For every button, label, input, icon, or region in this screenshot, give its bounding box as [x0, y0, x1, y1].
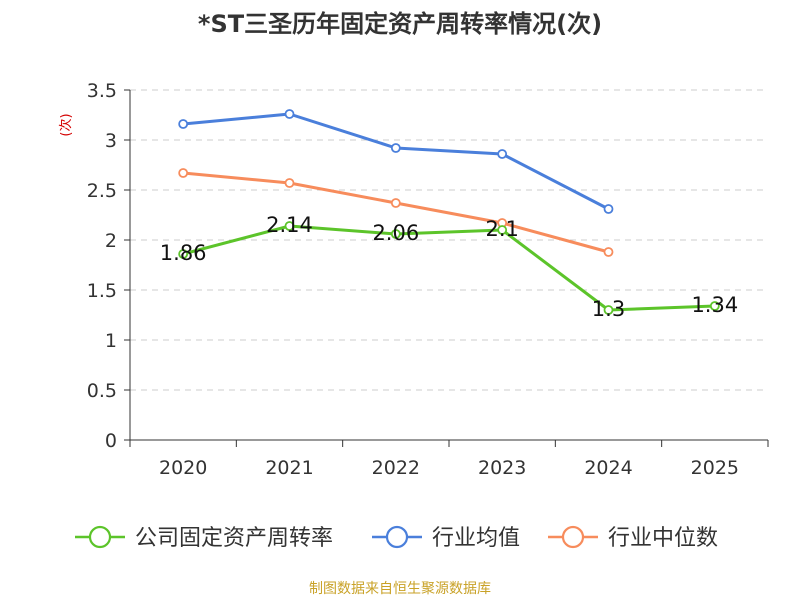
legend-label: 行业均值 [432, 526, 520, 551]
legend-marker [385, 525, 409, 549]
chart-title: *ST三圣历年固定资产周转率情况(次) [197, 10, 603, 38]
y-tick-label: 0.5 [87, 380, 117, 402]
legend-item-1: 公司固定资产周转率 [75, 525, 333, 551]
axes: 0 0.5 1 1.5 2 2.5 3 3.5 2020 2021 2022 2023 2024 2025 [87, 80, 769, 479]
series-line [183, 112, 610, 211]
y-axis-label: (次) [58, 113, 74, 136]
y-tick-label: 3 [105, 130, 117, 152]
y-tick-label: 2 [105, 230, 117, 252]
legend-label: 行业中位数 [608, 526, 718, 551]
source-note: 制图数据来自恒生聚源数据库 [309, 581, 491, 597]
data-label: 2.06 [372, 221, 419, 245]
legend-marker [561, 525, 585, 549]
x-tick-label: 2021 [265, 457, 313, 479]
x-tick-label: 2023 [478, 457, 526, 479]
data-label: 2.1 [485, 217, 518, 241]
legend-marker [88, 525, 112, 549]
data-label: 1.86 [160, 241, 207, 265]
data-point [284, 109, 295, 119]
data-point [390, 198, 401, 208]
y-tick-label: 1 [105, 330, 117, 352]
data-point [390, 229, 401, 239]
data-labels: 1.86 2.14 2.06 2.1 1.3 1.34 [160, 213, 738, 321]
y-tick-label: 0 [105, 430, 117, 452]
data-point [178, 168, 189, 178]
y-tick-label: 1.5 [87, 280, 117, 302]
data-point [178, 119, 189, 129]
series-3 [178, 168, 614, 257]
data-label: 2.14 [266, 213, 313, 237]
data-point [284, 221, 295, 231]
data-point [709, 301, 720, 311]
y-tick-label: 2.5 [87, 180, 117, 202]
x-tick-label: 2025 [691, 457, 739, 479]
legend-item-2: 行业均值 [372, 525, 520, 551]
x-tick-label: 2024 [584, 457, 632, 479]
data-point [178, 249, 189, 259]
legend-item-3: 行业中位数 [548, 525, 718, 551]
data-label: 1.3 [592, 297, 625, 321]
data-point [603, 247, 614, 257]
legend-label: 公司固定资产周转率 [135, 526, 333, 551]
series [178, 109, 720, 315]
grid-lines [130, 89, 768, 391]
x-tick-label: 2022 [372, 457, 420, 479]
data-point [603, 204, 614, 214]
data-point [497, 149, 508, 159]
data-point [390, 143, 401, 153]
y-tick-label: 3.5 [87, 80, 117, 102]
series-2 [178, 109, 614, 214]
data-point [603, 305, 614, 315]
series-1 [178, 221, 720, 315]
data-label: 1.34 [691, 293, 738, 317]
x-tick-label: 2020 [159, 457, 207, 479]
series-line [182, 224, 715, 312]
legend: 公司固定资产周转率 行业均值 行业中位数 [75, 525, 718, 551]
data-point [284, 178, 295, 188]
data-point [497, 225, 508, 235]
